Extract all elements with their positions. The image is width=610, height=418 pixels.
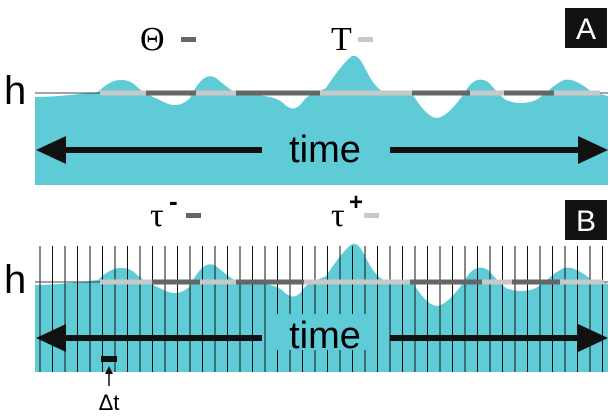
panel-b-step-label: Δt (99, 390, 120, 415)
legend-symbol-theta: Θ (140, 21, 165, 58)
legend-superscript-plus: + (349, 189, 363, 216)
arrowhead-right-icon (578, 136, 608, 164)
legend-symbol-tau-plus: τ (331, 197, 345, 234)
panel-b-axis-label: time (289, 315, 361, 357)
time-step-bar (101, 356, 117, 362)
panel-a-badge (565, 8, 607, 48)
legend-swatch-dark (181, 37, 196, 42)
arrowhead-left-icon (36, 136, 66, 164)
panel-a-legend: Θ T (140, 21, 373, 58)
panel-a-axis-label: time (289, 129, 361, 171)
panel-b-threshold-label: h (4, 258, 26, 302)
legend-symbol-t: T (331, 21, 352, 58)
panel-a-letter: A (576, 13, 596, 46)
panel-b-legend: τ - τ + (150, 186, 379, 234)
panel-a-time-arrow (36, 136, 608, 164)
panel-b-step-marker: Δt (99, 356, 120, 415)
panel-a-threshold-label: h (4, 69, 26, 113)
legend-swatch-dark (186, 213, 201, 218)
panel-b: h time Δt τ - τ + B (4, 186, 608, 415)
arrowhead-right-icon (578, 324, 608, 352)
legend-symbol-tau-minus: τ (150, 197, 164, 234)
step-pointer-arrow-icon (105, 366, 113, 374)
legend-swatch-light (364, 213, 379, 218)
legend-swatch-light (358, 37, 373, 42)
arrowhead-left-icon (36, 324, 66, 352)
legend-superscript-minus: - (169, 186, 178, 216)
panel-b-badge (565, 200, 607, 240)
panel-b-axis-label-backdrop (276, 314, 374, 350)
panel-b-letter: B (576, 205, 596, 238)
panel-b-time-step-grid (39, 246, 603, 372)
panel-a: h time Θ T A (4, 8, 608, 185)
panel-b-time-arrow (36, 324, 608, 352)
